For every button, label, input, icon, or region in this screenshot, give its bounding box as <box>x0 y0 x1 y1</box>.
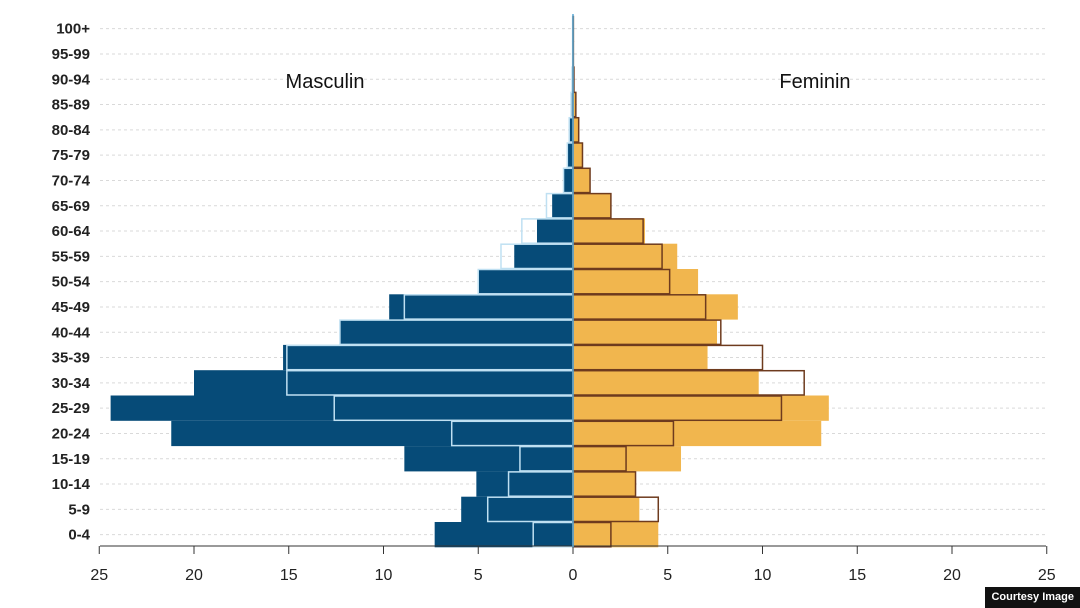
male-bar <box>171 420 573 447</box>
age-label: 10-14 <box>52 476 91 493</box>
age-label: 30-34 <box>52 375 91 392</box>
male-bar <box>404 446 573 472</box>
age-label: 90-94 <box>52 71 91 88</box>
male-bar <box>569 117 573 143</box>
female-bar <box>573 218 646 244</box>
age-label: 75-79 <box>52 147 90 164</box>
x-tick-label: 20 <box>185 567 203 584</box>
age-label: 70-74 <box>52 172 91 189</box>
credit-badge: Courtesy Image <box>985 587 1080 608</box>
male-bar <box>567 142 573 168</box>
x-tick-label: 10 <box>375 567 393 584</box>
female-bar <box>573 243 678 269</box>
bars-layer <box>110 16 829 548</box>
female-bar <box>573 269 699 295</box>
female-bar <box>573 117 579 143</box>
female-bar <box>573 471 636 497</box>
female-bar <box>573 370 759 396</box>
age-label: 50-54 <box>52 274 91 291</box>
male-bar <box>571 91 573 118</box>
female-bar <box>573 395 829 421</box>
male-bar <box>461 496 573 522</box>
age-label: 65-69 <box>52 198 90 215</box>
x-tick-label: 5 <box>474 567 483 584</box>
female-bar <box>573 344 708 371</box>
x-tick-label: 10 <box>754 567 772 584</box>
age-label: 45-49 <box>52 299 90 316</box>
grid-lines <box>100 28 1046 536</box>
age-label: 15-19 <box>52 451 90 468</box>
age-label: 95-99 <box>52 46 90 63</box>
male-bar <box>478 269 573 295</box>
female-bar <box>573 522 659 548</box>
age-label: 85-89 <box>52 97 90 114</box>
age-label: 5-9 <box>68 501 90 518</box>
female-side-label: Feminin <box>779 71 850 93</box>
female-bar <box>573 420 822 447</box>
male-bar <box>389 294 573 320</box>
x-tick-label: 0 <box>569 567 578 584</box>
age-label: 25-29 <box>52 400 90 417</box>
male-bar <box>552 193 573 219</box>
female-bar <box>573 193 611 219</box>
age-label: 60-64 <box>52 223 91 240</box>
male-bar <box>194 370 573 396</box>
x-tick-label: 25 <box>1038 567 1056 584</box>
x-axis: 25 20 15 10 5 0 5 10 15 20 25 <box>90 545 1056 584</box>
x-tick-label: 20 <box>943 567 961 584</box>
male-side-label: Masculin <box>286 71 365 93</box>
age-group-labels: 0-4 5-9 10-14 15-19 20-24 25-29 30-34 35-39 40-4… <box>52 21 91 544</box>
age-label: 0-4 <box>68 527 90 544</box>
female-bar <box>573 294 738 320</box>
age-label: 20-24 <box>52 425 91 442</box>
female-bar <box>573 319 718 345</box>
male-bar <box>536 218 573 244</box>
age-label: 55-59 <box>52 248 90 265</box>
female-bar <box>573 142 583 168</box>
female-bar <box>573 446 682 472</box>
age-label: 40-44 <box>52 324 91 341</box>
male-bar <box>110 395 574 421</box>
x-tick-label: 5 <box>663 567 672 584</box>
male-bar <box>434 522 573 548</box>
male-bar <box>283 344 573 371</box>
age-label: 35-39 <box>52 350 90 367</box>
x-tick-label: 25 <box>90 567 108 584</box>
female-bar <box>573 496 640 522</box>
male-bar <box>563 167 573 194</box>
female-bar <box>573 91 576 118</box>
male-bar <box>514 243 573 269</box>
female-bar <box>573 167 591 194</box>
age-label: 80-84 <box>52 122 91 139</box>
male-bar <box>339 319 573 345</box>
age-label: 100+ <box>56 21 90 38</box>
x-tick-label: 15 <box>848 567 866 584</box>
male-bar <box>476 471 573 497</box>
x-tick-label: 15 <box>280 567 298 584</box>
